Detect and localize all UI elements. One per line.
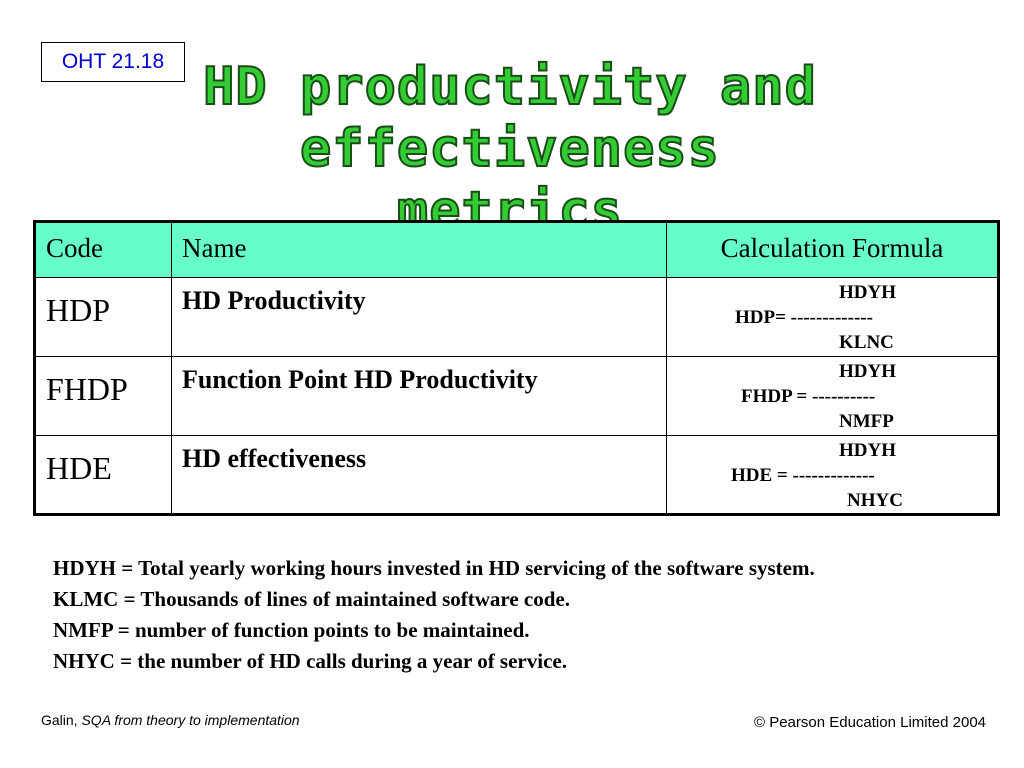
formula-denominator: NMFP (839, 411, 894, 432)
header-formula: Calculation Formula (666, 221, 999, 278)
row-name: HD Productivity (171, 277, 667, 357)
row-formula: HDYH HDP= ------------- KLNC (666, 277, 999, 357)
definition-nmfp: NMFP = number of function points to be m… (53, 618, 530, 642)
table-row: HDP HD Productivity HDYH HDP= ----------… (34, 277, 999, 357)
formula-numerator: HDYH (839, 361, 896, 382)
row-code: HDE (34, 435, 172, 515)
formula-lhs: HDE = ------------- (731, 465, 875, 486)
formula-denominator: KLNC (839, 332, 894, 353)
footer-book-title: SQA from theory to implementation (81, 712, 300, 728)
table-row: FHDP Function Point HD Productivity HDYH… (34, 356, 999, 436)
row-code: FHDP (34, 356, 172, 436)
footer-citation: Galin, SQA from theory to implementation (41, 712, 300, 728)
footer-copyright: © Pearson Education Limited 2004 (753, 714, 986, 731)
formula-lhs: HDP= ------------- (735, 307, 873, 328)
slide-label: OHT 21.18 (41, 42, 185, 82)
formula-lhs: FHDP = ---------- (741, 386, 876, 407)
footer-author: Galin, (41, 712, 82, 728)
formula-denominator: NHYC (847, 490, 903, 511)
definitions-list: HDYH = Total yearly working hours invest… (53, 553, 815, 677)
formula-numerator: HDYH (839, 440, 896, 461)
row-name: HD effectiveness (171, 435, 667, 515)
row-code: HDP (34, 277, 172, 357)
formula-numerator: HDYH (839, 282, 896, 303)
row-name: Function Point HD Productivity (171, 356, 667, 436)
definition-nhyc: NHYC = the number of HD calls during a y… (53, 649, 567, 673)
row-formula: HDYH HDE = ------------- NHYC (666, 435, 999, 515)
row-formula: HDYH FHDP = ---------- NMFP (666, 356, 999, 436)
slide-title: HD productivity and effectiveness metric… (180, 56, 840, 242)
definition-hdyh: HDYH = Total yearly working hours invest… (53, 556, 815, 580)
table-row: HDE HD effectiveness HDYH HDE = --------… (34, 435, 999, 515)
slide-title-line-2: effectiveness metrics (299, 118, 720, 242)
header-code: Code (34, 221, 172, 278)
slide-title-line-1: HD productivity and (202, 56, 817, 118)
header-name: Name (171, 221, 667, 278)
definition-klmc: KLMC = Thousands of lines of maintained … (53, 587, 570, 611)
table-header-row: Code Name Calculation Formula (34, 221, 999, 278)
metrics-table: Code Name Calculation Formula HDP HD Pro… (33, 220, 1000, 516)
